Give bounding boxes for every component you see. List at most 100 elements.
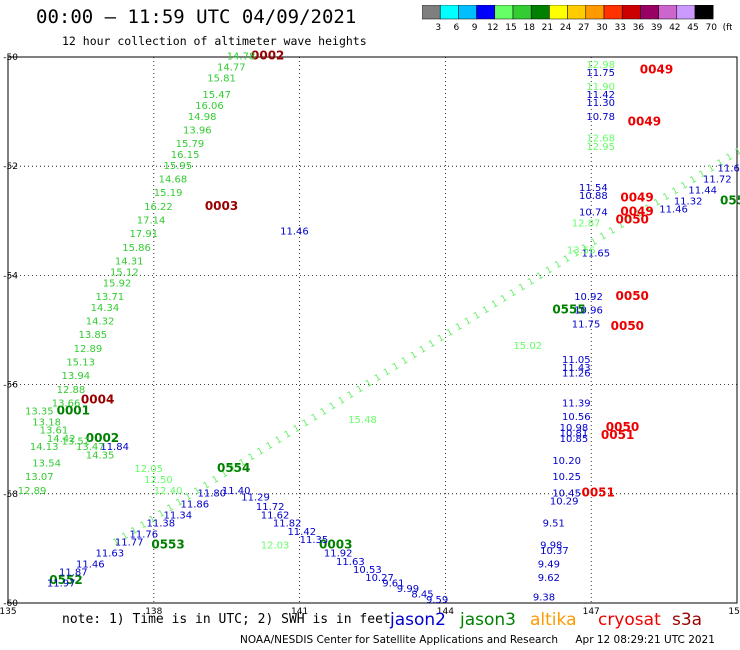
swh-value: 10.29	[550, 497, 579, 508]
swh-mark: 1	[184, 492, 194, 504]
swh-value: 13.96	[183, 125, 212, 136]
swh-mark: 1	[202, 480, 212, 492]
credit-org: NOAA/NESDIS Center for Satellite Applica…	[240, 634, 558, 646]
swh-value: 9.61	[382, 579, 404, 590]
colorbar-label: 33	[614, 23, 625, 33]
swh-value: 11.82	[273, 519, 302, 530]
pass-id-label: 0003	[205, 199, 238, 213]
swh-value: 14.31	[115, 256, 144, 267]
swh-mark: 1	[247, 452, 257, 464]
swh-mark: 1	[121, 531, 131, 543]
y-tick-label: -56	[3, 381, 18, 391]
swh-value: 10.45	[552, 489, 581, 500]
colorbar-label: 6	[454, 23, 460, 33]
swh-value: 10.96	[574, 306, 603, 317]
x-tick-label: 147	[583, 607, 600, 617]
swh-mark: 1	[553, 260, 563, 272]
swh-value: 11.75	[572, 319, 601, 330]
x-tick-label: 150	[728, 607, 740, 617]
swh-value: 15.92	[103, 278, 132, 289]
swh-value: 12.87	[572, 218, 601, 229]
x-tick-label: 138	[145, 607, 162, 617]
swh-value: 11.35	[300, 535, 329, 546]
swh-value: 11.67	[718, 164, 740, 175]
swh-value: 9.59	[426, 595, 448, 606]
swh-value: 11.65	[581, 248, 610, 259]
swh-value: 9.49	[538, 560, 560, 571]
swh-value: 11.43	[562, 363, 591, 374]
swh-mark: 1	[166, 503, 176, 515]
swh-value: 11.26	[562, 368, 591, 379]
series-s3a: 0004	[81, 393, 114, 407]
swh-value: 9.99	[397, 584, 419, 595]
swh-value: 9.38	[533, 592, 555, 603]
swh-mark: 1	[220, 469, 230, 481]
pass-id-label: 0049	[620, 204, 653, 218]
y-tick-label: -58	[3, 490, 18, 500]
y-tick-label: -52	[3, 162, 18, 172]
swh-value: 10.85	[560, 434, 589, 445]
swh-value: 9.98	[540, 540, 562, 551]
x-tick-label: 144	[437, 607, 454, 617]
pass-id-label: 0049	[628, 114, 661, 128]
swh-mark: 1	[580, 243, 590, 255]
swh-value: 10.74	[579, 207, 608, 218]
swh-mark: 1	[400, 356, 410, 368]
swh-mark: 1	[211, 475, 221, 487]
series-jason3: 0001 0002 0003 0552 0553 0554 0555 0556	[49, 193, 740, 586]
credit-time: Apr 12 08:29:21 UTC 2021	[575, 634, 715, 646]
swh-value: 10.20	[552, 456, 581, 467]
swh-value: 14.13	[30, 442, 59, 453]
legend-s3a: s3a	[672, 610, 703, 630]
colorbar-label: 3	[435, 23, 441, 33]
swh-value: 10.56	[562, 412, 591, 423]
swh-mark: 1	[364, 378, 374, 390]
swh-mark: 1	[409, 350, 419, 362]
swh-value: 12.03	[261, 540, 290, 551]
swh-value: 14.77	[217, 63, 246, 74]
swh-value: 15.95	[164, 161, 193, 172]
swh-value: 13.71	[95, 292, 124, 303]
swh-mark: 1	[607, 226, 617, 238]
swh-value: 13.35	[25, 407, 54, 418]
legend-jason2: jason2	[390, 610, 446, 630]
swh-mark: 1	[319, 407, 329, 419]
swh-value: 13.66	[52, 398, 81, 409]
colorbar-label: 70	[705, 23, 717, 33]
swh-value: 14.78	[227, 52, 256, 63]
colorbar-label: 39	[651, 23, 663, 33]
series-jason2_upper_descending: 11.84	[100, 442, 129, 453]
swh-value: 11.42	[287, 527, 316, 538]
swh-value: 11.80	[198, 489, 227, 500]
swh-value: 14.42	[47, 434, 76, 445]
swh-mark: 1	[112, 537, 122, 549]
swh-value: 12.50	[144, 475, 173, 486]
swh-mark: 1	[725, 152, 735, 164]
swh-mark: 1	[481, 305, 491, 317]
swh-value: 17.14	[137, 216, 166, 227]
series-jason2_ascending_lower: 11.9711.8711.4611.6311.7711.7611.3811.34…	[47, 164, 740, 590]
swh-mark: 1	[436, 333, 446, 345]
colorbar-label: 45	[687, 23, 698, 33]
swh-value: 10.81	[560, 428, 589, 439]
swh-value: 15.86	[122, 243, 151, 254]
swh-value: 14.32	[86, 317, 115, 328]
pass-id-label: 0050	[616, 213, 649, 227]
swh-value: 10.27	[365, 573, 394, 584]
swh-value: 11.30	[586, 98, 615, 109]
swh-value: 11.32	[674, 196, 703, 207]
swh-mark: 1	[301, 418, 311, 430]
swh-mark: 1	[157, 509, 167, 521]
swh-mark: 1	[499, 294, 509, 306]
swh-value: 10.53	[353, 565, 382, 576]
swh-value: 10.25	[552, 472, 581, 483]
swh-value: 13.54	[32, 459, 61, 470]
swh-mark: 1	[328, 401, 338, 413]
chart-title: 00:00 – 11:59 UTC 04/09/2021	[36, 6, 357, 28]
swh-value: 12.89	[18, 486, 47, 497]
